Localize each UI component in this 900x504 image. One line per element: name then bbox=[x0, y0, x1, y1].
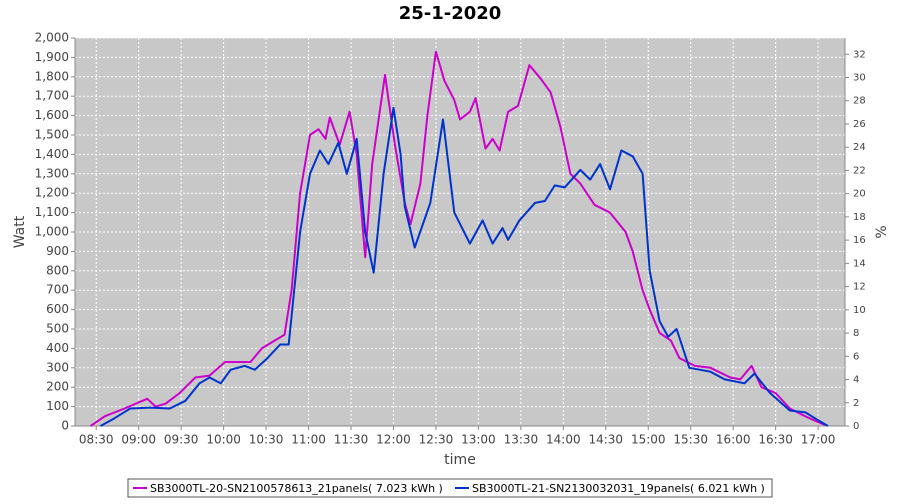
x-tick-label: 10:00 bbox=[206, 433, 241, 447]
legend-label: SB3000TL-21-SN2130032031_19panels( 6.021… bbox=[472, 482, 765, 495]
y2-axis-label: % bbox=[874, 225, 890, 238]
x-tick-label: 11:00 bbox=[291, 433, 326, 447]
y-tick-label: 1,800 bbox=[35, 69, 69, 83]
y2-tick-label: 32 bbox=[853, 49, 866, 60]
y-tick-label: 1,500 bbox=[35, 128, 69, 142]
legend bbox=[127, 478, 773, 498]
y2-tick-label: 16 bbox=[853, 235, 866, 246]
y2-tick-label: 24 bbox=[853, 142, 866, 153]
y-tick-label: 500 bbox=[46, 322, 69, 336]
x-tick-label: 09:30 bbox=[164, 433, 199, 447]
x-tick-label: 11:30 bbox=[334, 433, 369, 447]
y-tick-label: 1,700 bbox=[35, 89, 69, 103]
y-tick-label: 1,600 bbox=[35, 108, 69, 122]
y2-tick-label: 26 bbox=[853, 119, 866, 130]
y2-tick-label: 4 bbox=[853, 375, 859, 386]
y-tick-label: 0 bbox=[61, 419, 69, 433]
y-tick-label: 1,900 bbox=[35, 50, 69, 64]
legend-label: SB3000TL-20-SN2100578613_21panels( 7.023… bbox=[150, 482, 443, 495]
y-tick-label: 200 bbox=[46, 380, 69, 394]
series-line bbox=[100, 106, 829, 427]
y-tick-label: 700 bbox=[46, 283, 69, 297]
y-tick-label: 1,400 bbox=[35, 147, 69, 161]
x-tick-label: 14:30 bbox=[588, 433, 623, 447]
y-tick-label: 2,000 bbox=[35, 31, 69, 45]
y-tick-label: 400 bbox=[46, 341, 69, 355]
y-tick-label: 100 bbox=[46, 399, 69, 413]
y-tick-label: 800 bbox=[46, 263, 69, 277]
y2-tick-label: 18 bbox=[853, 212, 866, 223]
y2-tick-label: 8 bbox=[853, 328, 859, 339]
y2-tick-label: 6 bbox=[853, 351, 859, 362]
x-tick-label: 13:00 bbox=[461, 433, 496, 447]
x-axis-label: time bbox=[444, 452, 476, 468]
x-tick-label: 15:00 bbox=[631, 433, 666, 447]
y-axis-label: Watt bbox=[12, 215, 28, 248]
y2-tick-label: 30 bbox=[853, 72, 866, 83]
y-tick-label: 1,200 bbox=[35, 186, 69, 200]
y2-tick-label: 14 bbox=[853, 258, 866, 269]
x-tick-label: 12:30 bbox=[419, 433, 454, 447]
y2-tick-label: 22 bbox=[853, 165, 866, 176]
y-tick-label: 300 bbox=[46, 360, 69, 374]
x-tick-label: 10:30 bbox=[249, 433, 284, 447]
y-tick-label: 600 bbox=[46, 302, 69, 316]
y-tick-label: 1,300 bbox=[35, 166, 69, 180]
y2-tick-label: 10 bbox=[853, 305, 866, 316]
y2-tick-label: 2 bbox=[853, 398, 859, 409]
series-line bbox=[90, 50, 826, 427]
x-tick-label: 09:00 bbox=[121, 433, 156, 447]
x-tick-label: 14:00 bbox=[546, 433, 581, 447]
x-tick-label: 16:30 bbox=[758, 433, 793, 447]
y2-tick-label: 28 bbox=[853, 96, 866, 107]
x-tick-label: 16:00 bbox=[716, 433, 751, 447]
y-tick-label: 900 bbox=[46, 244, 69, 258]
x-tick-label: 15:30 bbox=[673, 433, 708, 447]
x-tick-label: 08:30 bbox=[79, 433, 114, 447]
x-tick-label: 12:00 bbox=[376, 433, 411, 447]
x-tick-label: 13:30 bbox=[504, 433, 539, 447]
y2-tick-label: 20 bbox=[853, 189, 866, 200]
y-tick-label: 1,000 bbox=[35, 225, 69, 239]
chart-title: 25-1-2020 bbox=[399, 3, 502, 24]
y2-tick-label: 0 bbox=[853, 421, 859, 432]
y2-tick-label: 12 bbox=[853, 282, 866, 293]
y-tick-label: 1,100 bbox=[35, 205, 69, 219]
x-tick-label: 17:00 bbox=[801, 433, 836, 447]
